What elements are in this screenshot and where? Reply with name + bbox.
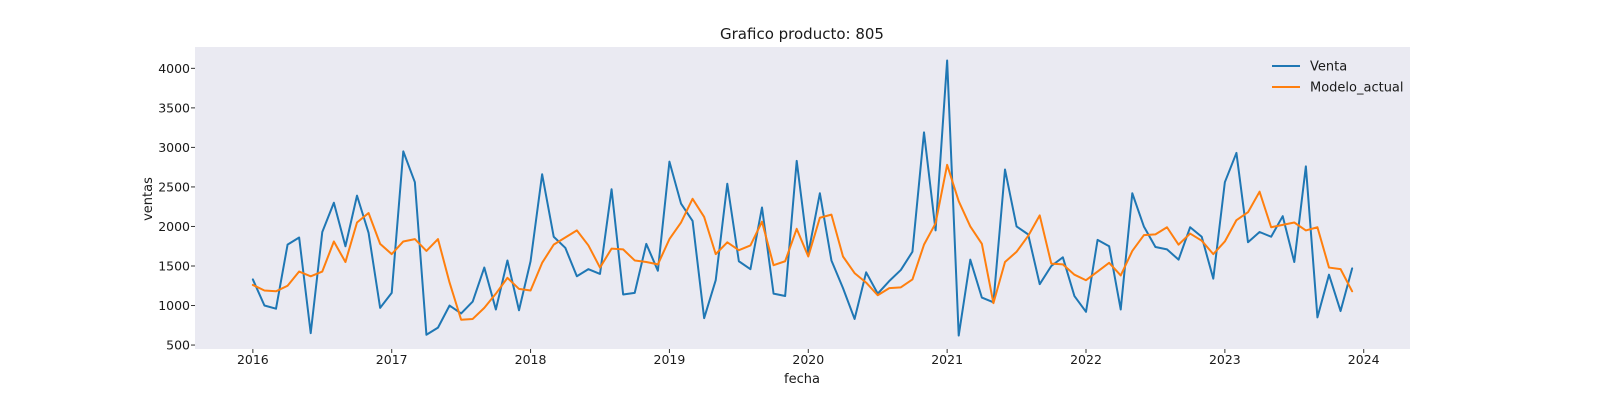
x-tick-label: 2023 [1209, 352, 1241, 367]
plot-area [195, 47, 1410, 349]
y-axis-ticks: 500 1000 1500 2000 2500 3000 3500 4000 [158, 61, 195, 353]
y-tick-label: 2000 [158, 219, 190, 234]
y-tick-label: 1500 [158, 258, 190, 273]
y-tick-label: 3000 [158, 140, 190, 155]
x-tick-label: 2022 [1070, 352, 1102, 367]
x-tick-label: 2017 [376, 352, 408, 367]
y-axis-label: ventas [141, 177, 156, 221]
legend: Venta Modelo_actual [1272, 60, 1404, 96]
series-layer [251, 59, 1354, 337]
y-tick-label: 2500 [158, 179, 190, 194]
chart-title: Grafico producto: 805 [720, 25, 884, 43]
x-axis-label: fecha [784, 372, 820, 387]
y-tick-label: 3500 [158, 100, 190, 115]
x-tick-label: 2018 [515, 352, 547, 367]
x-tick-label: 2021 [931, 352, 963, 367]
x-axis-ticks: 2016 2017 2018 2019 2020 2021 2022 2023 2024 [237, 349, 1380, 367]
y-tick-label: 4000 [158, 61, 190, 76]
y-tick-label: 500 [166, 338, 190, 353]
legend-entry-label: Venta [1310, 60, 1347, 75]
x-tick-label: 2016 [237, 352, 269, 367]
legend-entry-label: Modelo_actual [1310, 81, 1404, 96]
series-line-venta [251, 59, 1354, 337]
y-tick-label: 1000 [158, 298, 190, 313]
series-line-modelo-actual [251, 163, 1354, 321]
x-tick-label: 2019 [654, 352, 686, 367]
x-tick-label: 2020 [792, 352, 824, 367]
x-tick-label: 2024 [1348, 352, 1380, 367]
